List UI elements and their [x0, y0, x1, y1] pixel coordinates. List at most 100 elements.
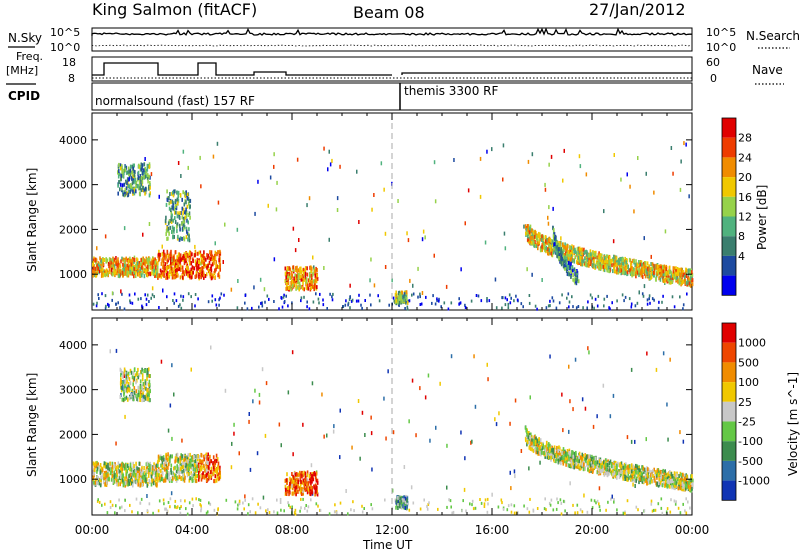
range-cell	[147, 265, 150, 270]
range-cell	[315, 485, 318, 490]
range-cell	[548, 205, 550, 210]
range-cell	[127, 482, 129, 487]
range-cell	[94, 480, 97, 485]
range-cell	[217, 461, 220, 466]
range-cell	[145, 186, 147, 191]
range-cell	[148, 184, 150, 189]
range-cell	[558, 247, 560, 251]
range-cell	[603, 268, 606, 273]
range-cell	[675, 500, 677, 504]
range-cell	[406, 307, 409, 311]
range-cell	[132, 382, 134, 387]
range-cell	[294, 512, 297, 516]
range-cell	[144, 473, 146, 478]
range-cell	[538, 233, 541, 237]
range-cell	[210, 264, 213, 269]
range-cell	[527, 232, 530, 237]
range-cell	[259, 277, 262, 282]
range-cell	[322, 303, 325, 307]
range-cell	[440, 305, 442, 309]
range-cell	[574, 357, 577, 362]
range-cell	[311, 284, 314, 289]
range-cell	[646, 298, 649, 302]
range-cell	[159, 456, 162, 461]
range-cell	[632, 258, 634, 263]
station-title: King Salmon (fitACF)	[92, 0, 257, 19]
range-cell	[215, 458, 218, 463]
range-cell	[432, 294, 434, 298]
range-cell	[548, 239, 550, 244]
range-cell	[205, 257, 207, 262]
range-cell	[289, 276, 291, 280]
range-cell	[575, 306, 578, 310]
range-cell	[92, 475, 95, 480]
range-cell	[608, 256, 611, 260]
range-cell	[593, 256, 595, 261]
range-cell	[142, 270, 144, 275]
range-cell	[515, 294, 517, 298]
range-cell	[209, 454, 211, 459]
range-cell	[188, 251, 191, 256]
range-cell	[576, 247, 579, 252]
range-cell	[126, 263, 129, 268]
range-cell	[214, 474, 217, 479]
range-cell	[554, 244, 556, 249]
range-cell	[179, 511, 182, 515]
range-cell	[182, 219, 185, 224]
range-cell	[446, 505, 448, 509]
range-cell	[594, 264, 597, 269]
range-cell	[479, 156, 482, 161]
range-cell	[125, 186, 128, 191]
colorbar-swatch	[722, 118, 736, 138]
range-cell	[176, 255, 178, 260]
range-cell	[182, 270, 184, 275]
range-cell	[534, 304, 537, 308]
range-cell	[139, 274, 141, 278]
range-cell	[148, 186, 150, 191]
range-cell	[101, 292, 103, 296]
range-cell	[659, 277, 662, 282]
range-cell	[133, 267, 136, 272]
range-cell	[167, 428, 170, 433]
range-cell	[191, 463, 194, 468]
range-cell	[565, 248, 567, 253]
range-cell	[211, 299, 213, 303]
range-cell	[155, 265, 157, 270]
range-cell	[108, 476, 110, 481]
range-cell	[131, 301, 134, 305]
range-cell	[286, 478, 289, 483]
range-cell	[141, 466, 143, 471]
range-cell	[128, 169, 130, 174]
range-cell	[276, 511, 279, 515]
range-cell	[203, 466, 205, 470]
range-cell	[384, 265, 387, 269]
range-cell	[117, 482, 119, 487]
range-cell	[169, 454, 172, 459]
range-cell	[671, 295, 674, 299]
range-cell	[132, 163, 135, 168]
range-cell	[185, 259, 188, 264]
range-cell	[200, 504, 202, 508]
range-cell	[164, 467, 166, 472]
range-cell	[412, 283, 414, 288]
range-cell	[537, 233, 539, 238]
range-cell	[645, 171, 647, 176]
freq-tick-top: 18	[62, 56, 76, 69]
range-cell	[180, 174, 182, 178]
range-cell	[103, 463, 105, 468]
range-cell	[175, 258, 178, 263]
range-cell	[107, 302, 109, 306]
range-cell	[291, 472, 293, 476]
range-cell	[155, 472, 157, 477]
range-cell	[613, 498, 615, 501]
range-cell	[634, 484, 636, 488]
range-cell	[141, 188, 144, 192]
range-cell	[135, 469, 137, 473]
range-cell	[286, 269, 288, 274]
range-cell	[126, 389, 129, 394]
range-cell	[201, 273, 204, 278]
range-cell	[548, 162, 550, 167]
range-cell	[161, 244, 163, 249]
range-cell	[136, 266, 139, 271]
